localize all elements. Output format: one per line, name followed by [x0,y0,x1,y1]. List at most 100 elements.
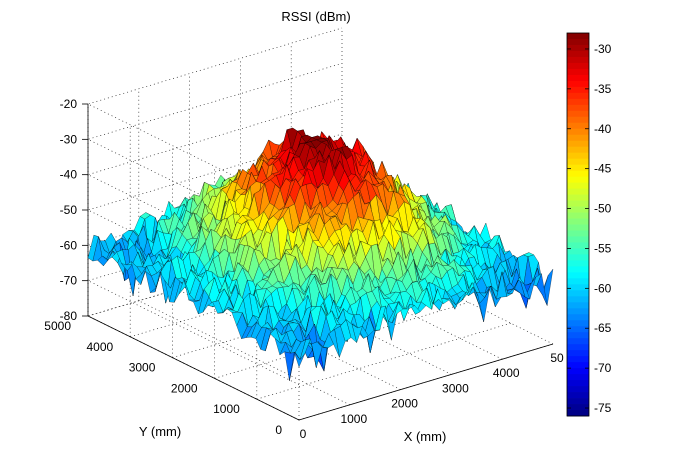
colorbar-band [567,62,589,70]
colorbar-tick-label: -55 [594,241,612,255]
z-tick-label: -80 [60,309,78,323]
colorbar-band [567,86,589,94]
colorbar-band [567,356,589,363]
x-axis-label: X (mm) [404,429,447,444]
colorbar-band [567,326,589,333]
colorbar-tick-label: -70 [594,361,612,375]
colorbar-band [567,242,589,249]
colorbar-band [567,140,589,148]
colorbar-band [567,308,589,315]
y-tick-label: 1000 [213,402,240,416]
colorbar-band [567,206,589,213]
colorbar-band [567,38,589,46]
z-tick-label: -40 [60,168,78,182]
y-tick-label: 5000 [44,319,71,333]
colorbar-band [567,386,589,393]
colorbar-band [567,368,589,375]
colorbar-band [567,398,589,405]
colorbar-band [567,128,589,136]
colorbar-tick-label: -30 [594,42,612,56]
colorbar-band [567,314,589,321]
colorbar-band [567,266,589,273]
colorbar-band [567,290,589,297]
colorbar-band [567,104,589,112]
z-tick-label: -70 [60,274,78,288]
colorbar-tick-label: -35 [594,82,612,96]
y-axis-label: Y (mm) [139,424,181,439]
colorbar-band [567,50,589,58]
chart-title: RSSI (dBm) [281,9,350,24]
colorbar-band [567,92,589,100]
rssi-surface-plot [87,127,554,381]
colorbar-band [567,362,589,369]
colorbar-tick-label: -50 [594,202,612,216]
colorbar: -30 -35 -40 -45 -50 -55 -60 -65 -70 -75 [566,32,612,417]
colorbar-band [567,350,589,357]
colorbar-band [567,56,589,64]
y-tick-label: 4000 [86,340,113,354]
colorbar-frame [566,32,590,417]
colorbar-band [567,344,589,351]
colorbar-band [567,44,589,52]
colorbar-band [567,392,589,399]
colorbar-band [567,374,589,381]
x-tick-label: 3000 [442,381,469,395]
z-tick-label: -60 [60,238,78,252]
colorbar-tick-label: -45 [594,162,612,176]
colorbar-band [567,272,589,279]
y-tick-label: 0 [275,423,282,437]
x-tick-label: 4000 [493,366,520,380]
colorbar-band [567,200,589,207]
colorbar-band [567,218,589,225]
colorbar-band [567,158,589,166]
colorbar-band [567,410,589,417]
colorbar-band [567,152,589,160]
colorbar-band [567,182,589,189]
colorbar-band [567,404,589,411]
colorbar-band [567,380,589,387]
colorbar-band [567,284,589,291]
axes-tick-labels: -80 -70 -60 -50 -40 -30 -20 0 1000 2000 3000 4000 50… [44,97,564,441]
x-tick-label: 0 [300,427,307,441]
colorbar-band [567,98,589,106]
z-tick-label: -30 [60,132,78,146]
colorbar-band [567,176,589,184]
colorbar-band [567,80,589,88]
colorbar-band [567,68,589,76]
colorbar-band [567,230,589,237]
colorbar-band [567,116,589,124]
colorbar-band [567,194,589,201]
y-tick-label: 2000 [171,381,198,395]
colorbar-band [567,296,589,303]
x-tick-label: 2000 [391,397,418,411]
y-tick-label: 3000 [129,361,156,375]
x-tick-label: 1000 [340,412,367,426]
colorbar-band [567,212,589,219]
colorbar-band [567,254,589,261]
colorbar-tick-label: -75 [594,401,612,415]
colorbar-band [567,332,589,339]
colorbar-band [567,320,589,327]
x-tick-label: 50 [550,351,564,365]
colorbar-band [567,338,589,345]
colorbar-band [567,248,589,255]
colorbar-tick-label: -40 [594,122,612,136]
colorbar-band [567,74,589,82]
colorbar-band [567,224,589,231]
surface-patch [294,351,305,368]
colorbar-band [567,33,589,40]
z-tick-label: -20 [60,97,78,111]
colorbar-band [567,170,589,178]
colorbar-tick-label: -60 [594,281,612,295]
colorbar-band [567,188,589,195]
colorbar-band [567,164,589,172]
colorbar-band [567,146,589,154]
colorbar-band [567,122,589,130]
colorbar-band [567,302,589,309]
colorbar-band [567,278,589,285]
colorbar-band [567,236,589,243]
colorbar-band [567,260,589,267]
colorbar-band [567,134,589,142]
z-tick-label: -50 [60,203,78,217]
